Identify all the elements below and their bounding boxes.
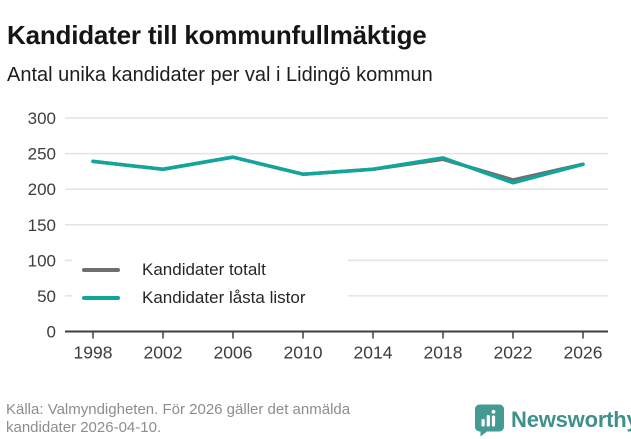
y-axis-tick-label: 300 <box>28 109 56 128</box>
legend-swatch-totalt <box>82 268 120 272</box>
x-axis-tick-label: 2022 <box>494 343 533 363</box>
newsworthy-badge-icon <box>475 404 504 436</box>
series-line-kandidater-l-sta-listor <box>91 155 585 185</box>
legend-label-totalt: Kandidater totalt <box>142 260 266 279</box>
source-note: Källa: Valmyndigheten. För 2026 gäller d… <box>6 401 446 436</box>
y-axis-tick-label: 0 <box>47 323 56 342</box>
x-axis-tick-label: 2006 <box>214 343 253 363</box>
x-axis-tick-label: 1998 <box>74 343 113 363</box>
newsworthy-logo: Newsworthy <box>474 403 631 437</box>
source-note-line2: kandidater 2026-04-10. <box>6 418 162 436</box>
x-axis-tick-label: 2026 <box>564 343 603 363</box>
x-axis-tick-label: 2014 <box>354 343 393 363</box>
y-axis-tick-label: 250 <box>28 145 56 164</box>
y-axis-tick-label: 50 <box>37 287 56 306</box>
page-title: Kandidater till kommunfullmäktige <box>7 20 427 51</box>
chart-subtitle: Antal unika kandidater per val i Lidingö… <box>7 64 433 86</box>
legend-item-totalt: Kandidater totalt <box>72 260 348 280</box>
y-axis-tick-label: 150 <box>28 216 56 235</box>
legend-swatch-lasta-listor <box>82 296 120 300</box>
legend: Kandidater totalt Kandidater låsta listo… <box>72 253 348 315</box>
y-axis-tick-label: 100 <box>28 251 56 270</box>
line-chart: 0 50 100 150 200 250 300 1998 2002 2006 2010 2014 20… <box>0 100 631 365</box>
chart-canvas: 0 50 100 150 200 250 300 1998 2002 2006 2010 2014 20… <box>28 109 608 363</box>
x-axis-tick-label: 2002 <box>144 343 183 363</box>
x-axis-tick-label: 2010 <box>284 343 323 363</box>
source-note-line1: Källa: Valmyndigheten. För 2026 gäller d… <box>6 401 351 418</box>
x-axis-tick-label: 2018 <box>424 343 463 363</box>
legend-item-lasta-listor: Kandidater låsta listor <box>72 288 348 308</box>
y-axis-tick-label: 200 <box>28 180 56 199</box>
legend-label-lasta-listor: Kandidater låsta listor <box>142 288 306 307</box>
newsworthy-wordmark: Newsworthy <box>511 407 631 432</box>
